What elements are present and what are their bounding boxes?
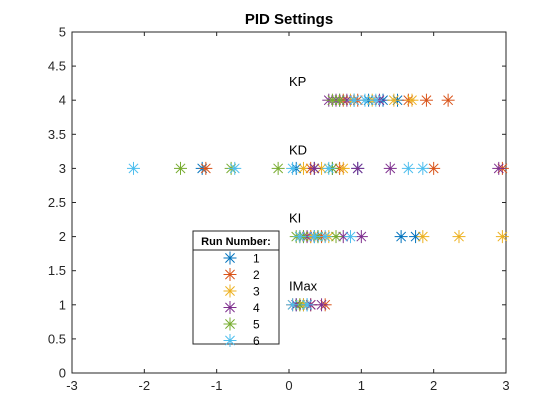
data-point-run-3	[336, 161, 350, 175]
data-point-run-6	[358, 93, 372, 107]
y-tick-label: 1	[59, 297, 66, 312]
legend-entry-label: 2	[253, 268, 260, 282]
data-point-run-6	[293, 230, 307, 244]
y-tick-label: 5	[59, 25, 66, 40]
data-point-run-2	[199, 161, 213, 175]
annotation-label: IMax	[289, 279, 318, 294]
legend-marker-run-5	[223, 317, 237, 331]
legend-entry-label: 5	[253, 318, 260, 332]
legend-entry-label: 6	[253, 334, 260, 348]
x-tick-label: -3	[66, 378, 78, 393]
y-tick-label: 0.5	[48, 331, 66, 346]
data-point-run-5	[333, 93, 347, 107]
legend-title: Run Number:	[201, 236, 271, 248]
data-point-run-3	[405, 93, 419, 107]
data-point-run-6	[307, 230, 321, 244]
legend-marker-run-2	[223, 268, 237, 281]
y-tick-label: 0	[59, 366, 66, 381]
data-point-run-6	[343, 230, 357, 244]
data-point-run-3	[452, 230, 466, 244]
data-point-run-4	[307, 161, 321, 175]
data-point-run-5	[174, 161, 187, 175]
y-tick-label: 3	[59, 161, 66, 176]
data-point-run-1	[394, 230, 408, 244]
data-point-run-4	[354, 230, 368, 244]
x-tick-label: -2	[139, 378, 151, 393]
axes-box	[71, 31, 507, 374]
data-point-run-3	[495, 230, 509, 244]
chart-title: PID Settings	[245, 11, 333, 28]
data-point-run-6	[416, 161, 430, 175]
data-point-run-6	[228, 161, 242, 175]
annotation-label: KD	[289, 142, 307, 157]
legend-entry-label: 4	[253, 301, 260, 315]
legend-marker-run-6	[223, 334, 237, 347]
legend-entry-label: 3	[253, 285, 260, 299]
data-point-run-4	[315, 298, 329, 312]
x-tick-label: 1	[358, 378, 365, 393]
data-point-run-3	[416, 230, 430, 244]
x-tick-label: -1	[211, 378, 223, 393]
y-tick-label: 2	[59, 229, 66, 244]
data-point-run-2	[427, 161, 441, 175]
data-point-run-6	[322, 161, 336, 175]
annotation-label: KI	[289, 211, 301, 226]
legend-marker-run-4	[223, 301, 237, 314]
x-tick-label: 0	[285, 378, 292, 393]
data-point-run-6	[318, 230, 332, 244]
data-point-run-5	[329, 230, 343, 244]
legend-entry-label: 1	[253, 252, 260, 266]
data-point-run-6	[126, 161, 140, 175]
legend: Run Number: 1 2 3 4 5 6	[192, 230, 280, 348]
plot-area: -3 -2 -1 0 1 2 3 0 0.5 1 1.5 2 2.5 3 3.5 4 4.5 5 KP KD KI IMa…	[48, 25, 510, 394]
data-point-run-5	[293, 298, 307, 312]
annotation-label: KP	[289, 74, 306, 89]
data-point-run-5	[271, 161, 285, 175]
data-point-run-6	[401, 161, 415, 175]
y-tick-label: 1.5	[48, 263, 66, 278]
y-tick-label: 4.5	[48, 59, 66, 74]
data-point-run-4	[383, 161, 397, 175]
y-tick-label: 2.5	[48, 195, 66, 210]
data-point-run-4	[492, 161, 506, 175]
y-tick-label: 4	[59, 93, 66, 108]
legend-marker-run-3	[223, 284, 237, 298]
data-point-run-2	[419, 93, 433, 107]
x-tick-label: 3	[502, 378, 509, 393]
x-tick-label: 2	[430, 378, 437, 393]
data-point-run-3	[387, 93, 401, 107]
data-point-run-6	[286, 298, 300, 312]
data-point-run-3	[296, 161, 310, 175]
data-point-run-6	[286, 161, 300, 175]
data-point-run-6	[347, 93, 361, 107]
y-tick-label: 3.5	[48, 127, 66, 142]
data-point-run-6	[300, 298, 314, 312]
data-point-run-4	[351, 161, 365, 175]
data-point-run-6	[369, 93, 383, 107]
data-point-run-2	[441, 93, 455, 107]
legend-marker-run-1	[223, 251, 237, 265]
data-point-run-4	[340, 93, 354, 107]
